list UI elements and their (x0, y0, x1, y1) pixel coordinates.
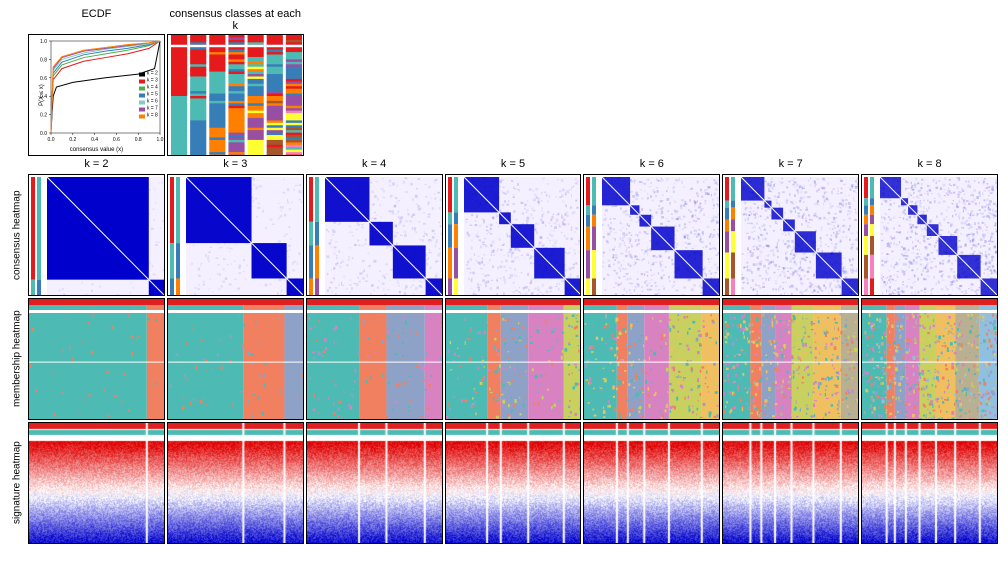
k-label: k = 3 (167, 158, 304, 172)
ecdf-legend: k = 2k = 3k = 4k = 5k = 6k = 7k = 8 (139, 71, 158, 120)
svg-text:0.4: 0.4 (91, 137, 98, 143)
svg-text:0.8: 0.8 (40, 57, 47, 63)
svg-text:1.0: 1.0 (40, 39, 47, 45)
svg-text:0.4: 0.4 (40, 94, 47, 100)
svg-text:0.6: 0.6 (113, 137, 120, 143)
consensus-panel (167, 174, 304, 296)
consensus-classes-panel (167, 34, 304, 156)
svg-text:0.8: 0.8 (135, 137, 142, 143)
svg-text:0.2: 0.2 (69, 137, 76, 143)
plot-grid: ECDF consensus classes at each k P(X ≤ x… (8, 8, 998, 544)
signature-panel (445, 422, 582, 544)
svg-text:1.0: 1.0 (157, 137, 164, 143)
membership-panel (861, 298, 998, 420)
membership-panel (167, 298, 304, 420)
k-label: k = 5 (445, 158, 582, 172)
svg-text:0.0: 0.0 (40, 131, 47, 137)
consensus-classes-title: consensus classes at each k (167, 8, 304, 32)
svg-text:0.6: 0.6 (40, 76, 47, 82)
svg-text:0.2: 0.2 (40, 113, 47, 119)
membership-panel (28, 298, 165, 420)
k-label: k = 6 (583, 158, 720, 172)
ecdf-panel: P(X ≤ x) consensus value (x) 0.00.20.40.… (28, 34, 165, 156)
k-label: k = 8 (861, 158, 998, 172)
consensus-panel (722, 174, 859, 296)
signature-panel (722, 422, 859, 544)
k-label: k = 7 (722, 158, 859, 172)
signature-panel (167, 422, 304, 544)
signature-panel (583, 422, 720, 544)
row-label-signature: signature heatmap (8, 422, 26, 544)
consensus-panel (861, 174, 998, 296)
membership-panel (583, 298, 720, 420)
ecdf-title: ECDF (28, 8, 165, 32)
consensus-panel (583, 174, 720, 296)
membership-panel (445, 298, 582, 420)
membership-panel (722, 298, 859, 420)
row-label-consensus: consensus heatmap (8, 174, 26, 296)
svg-text:0.0: 0.0 (48, 137, 55, 143)
signature-panel (28, 422, 165, 544)
membership-panel (306, 298, 443, 420)
row-label-membership: membership heatmap (8, 298, 26, 420)
consensus-panel (306, 174, 443, 296)
signature-panel (306, 422, 443, 544)
consensus-panel (445, 174, 582, 296)
k-label: k = 2 (28, 158, 165, 172)
signature-panel (861, 422, 998, 544)
consensus-panel (28, 174, 165, 296)
k-label: k = 4 (306, 158, 443, 172)
